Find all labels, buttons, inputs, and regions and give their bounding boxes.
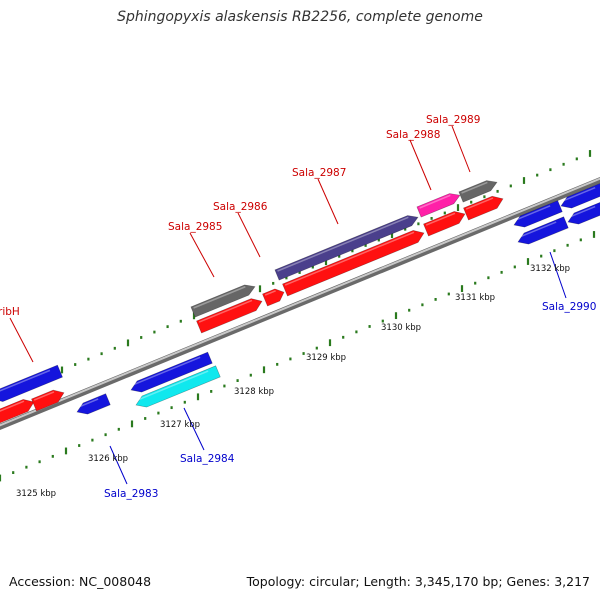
cds-sala-2991-b-highlight [568, 205, 596, 219]
gene-sala-2987-feature [274, 215, 419, 281]
callout-ribH [9, 317, 34, 363]
cds-sala-2988-highlight [425, 212, 456, 226]
gene-label-sala-2989: Sala_2989 [426, 114, 480, 126]
scale-label-3125: 3125 kbp [16, 489, 56, 499]
callout-lines [9, 125, 567, 485]
cds-ribH-a-highlight [0, 400, 25, 412]
cds-sala-2984-upper [130, 351, 213, 393]
cds-sala-2991-a [560, 183, 600, 209]
cds-sala-2987-highlight [284, 231, 415, 286]
cds-sala-2990-a [513, 200, 563, 228]
callout-sala-2983 [109, 445, 128, 485]
callout-sala-2986 [237, 212, 261, 258]
callout-sala-2987 [317, 178, 339, 225]
map-title: Sphingopyxis alaskensis RB2256, complete… [117, 9, 483, 25]
cds-sala-2989-highlight [465, 197, 494, 210]
scale-label-3128: 3128 kbp [234, 387, 274, 397]
gene-sala-2989-feature [458, 180, 498, 203]
cds-sala-2991-b [567, 202, 600, 225]
cds-ribH-b-highlight [33, 391, 55, 401]
cds-ribH-a [0, 399, 35, 424]
gene-features [0, 180, 600, 424]
cds-sala-2987 [282, 230, 425, 297]
callout-sala-2989 [451, 125, 471, 173]
gene-label-ribH: ribH [0, 306, 20, 318]
callout-sala-2984 [183, 407, 205, 451]
cds-sala-2984-upper-highlight [131, 356, 201, 387]
cds-sala-2983 [76, 393, 111, 415]
gene-sala-2985-feature [190, 284, 256, 318]
gene-label-sala-2987: Sala_2987 [292, 167, 346, 179]
inner-scale-track [0, 231, 596, 482]
scale-label-3130: 3130 kbp [381, 323, 421, 333]
cds-sala-2988 [423, 211, 466, 237]
gene-sala-2988-feature-highlight [419, 194, 451, 209]
cds-sala-2984 [135, 365, 221, 408]
gene-label-sala-2983: Sala_2983 [104, 488, 158, 500]
gene-sala-2989-feature-highlight [461, 181, 488, 194]
scale-label-3132: 3132 kbp [530, 264, 570, 274]
scale-label-3131: 3131 kbp [455, 293, 495, 303]
accession-text: Accession: NC_008048 [9, 574, 152, 589]
cds-sala-2991-a-highlight [561, 186, 596, 203]
topology-text: Topology: circular; Length: 3,345,170 bp… [246, 574, 590, 589]
rev-gene-ribH-upper-highlight [0, 369, 51, 392]
cds-sala-2986 [262, 288, 285, 307]
cds-sala-2985 [196, 298, 263, 334]
cds-sala-2990-b-highlight [518, 221, 557, 239]
scale-label-3129: 3129 kbp [306, 353, 346, 363]
gene-sala-2987-feature-highlight [277, 216, 409, 272]
callout-sala-2988 [409, 139, 432, 191]
gene-label-sala-2990: Sala_2990 [542, 301, 596, 313]
cds-sala-2989 [463, 195, 504, 221]
cds-sala-2990-b [517, 216, 569, 245]
cds-sala-2983-highlight [77, 398, 99, 409]
cds-sala-2990-a-highlight [514, 205, 551, 222]
callout-sala-2985 [189, 232, 215, 278]
gene-label-sala-2986: Sala_2986 [213, 201, 268, 213]
callout-sala-2990 [549, 251, 567, 299]
rev-gene-ribH-upper [0, 364, 63, 402]
cds-sala-2984-highlight [136, 370, 209, 402]
gene-sala-2988-feature [416, 193, 461, 218]
genome-backbone [0, 176, 600, 431]
cds-sala-2986-highlight [264, 290, 276, 296]
gene-label-sala-2988: Sala_2988 [386, 129, 440, 141]
genome-backbone-highlight [0, 177, 600, 427]
cds-ribH-b [31, 389, 65, 412]
outer-scale-track [8, 150, 592, 393]
gene-label-sala-2984: Sala_2984 [180, 453, 235, 465]
gene-sala-2985-feature-highlight [193, 286, 246, 309]
scale-label-3126: 3126 kbp [88, 454, 128, 464]
scale-label-3127: 3127 kbp [160, 420, 200, 430]
cds-sala-2985-highlight [198, 299, 253, 323]
gene-label-sala-2985: Sala_2985 [168, 221, 222, 233]
